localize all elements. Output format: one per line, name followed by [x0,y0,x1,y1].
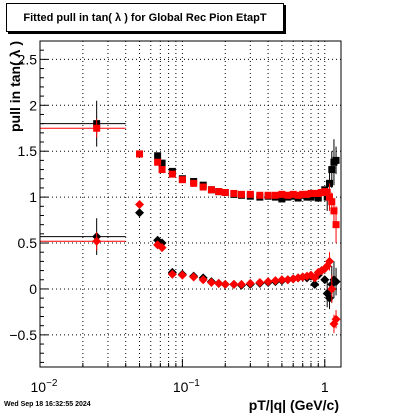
data-point [154,152,162,160]
data-point [299,190,307,198]
data-point [190,179,198,187]
data-point [256,191,264,199]
data-point [135,199,145,209]
y-tick-label: 1.5 [18,143,38,159]
data-point [237,190,245,198]
data-point [328,166,336,174]
data-point [330,207,338,215]
date-stamp: Wed Sep 18 16:32:55 2024 [4,401,91,408]
y-axis-label: pull in tan( λ ) [7,41,23,132]
data-point [332,221,340,229]
data-point [214,278,224,288]
data-point [314,194,322,202]
data-point [207,186,215,194]
axes: −0.5 0 0.5 1 1.5 2 2.5 10−2 10−1 1 [9,49,329,395]
data-point [323,189,331,197]
y-tick-label: 1 [29,189,37,205]
data-point [93,124,101,132]
data-point [158,166,166,174]
data-point [167,269,177,279]
data-point [177,270,187,280]
plot-frame [39,40,342,368]
data-point [255,278,265,288]
data-point [271,191,279,199]
data-point [135,208,145,218]
data-point [277,275,287,285]
data-point [168,170,176,178]
series-group [40,119,340,244]
data-point [230,189,238,197]
data-point [245,278,255,288]
y-tick-label: 0.5 [18,235,38,251]
data-point [136,150,144,158]
data-point [236,279,246,289]
grid-lines [39,41,341,367]
data-point [328,198,336,206]
data-point [331,277,341,287]
chart-title: Fitted pull in tan( λ ) for Global Rec P… [23,11,267,24]
data-point [326,193,334,201]
data-point [221,189,229,197]
data-point [278,195,286,203]
y-tick-label: −0.5 [9,327,37,343]
data-point [325,256,335,266]
data-point [307,189,315,197]
data-point [289,190,297,198]
y-tick-label: 2.5 [18,51,38,67]
data-point [307,193,315,201]
data-point [158,159,166,167]
data-point [311,189,319,197]
data-point [92,236,102,246]
data-point [178,176,186,184]
data-point [206,278,216,288]
data-point [270,276,280,286]
data-point [215,188,223,196]
data-point [310,273,320,283]
data-point [198,275,208,285]
y-tick-label: 2 [29,97,37,113]
data-point [332,156,340,164]
y-tick-label: 0 [29,281,37,297]
data-point [157,243,167,253]
data-point [264,191,272,199]
data-point [229,279,239,289]
data-point [278,190,286,198]
x-tick-label: 10−2 [31,378,58,395]
data-point [154,158,162,166]
data-point [199,183,207,191]
data-point [310,279,320,289]
data-layer [40,100,341,334]
data-point [320,275,330,285]
data-point [246,190,254,198]
data-point [327,284,337,294]
data-point [263,277,273,287]
x-axis-label: pT/|q| (GeV/c) [249,397,339,413]
x-tick-label: 10−1 [173,378,200,395]
data-point [284,191,292,199]
chart-title-box: Fitted pull in tan( λ ) for Global Rec P… [6,3,284,32]
series-group [40,199,341,334]
data-point [294,191,302,199]
data-point [220,279,230,289]
data-point [303,190,311,198]
series-group [40,208,341,310]
data-point [331,314,341,324]
x-tick-label: 1 [321,379,329,395]
data-point [189,272,199,282]
